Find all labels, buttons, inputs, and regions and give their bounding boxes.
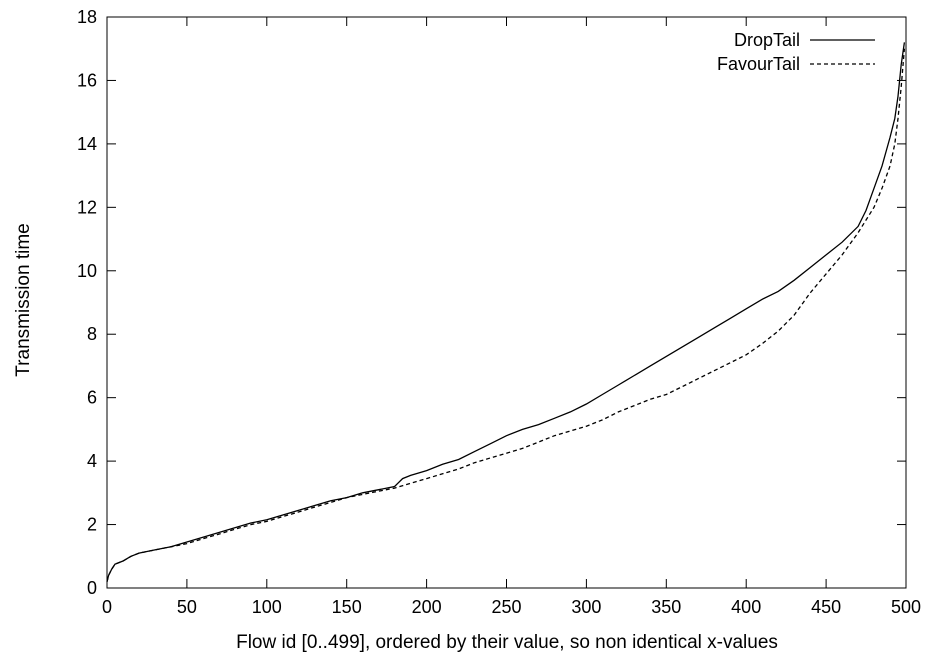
y-axis: 0 2 4 6 8 10 12 14 16 18 [77, 7, 906, 598]
x-tick-label: 150 [332, 597, 362, 617]
x-tick-label: 250 [491, 597, 521, 617]
y-tick-label: 16 [77, 70, 97, 90]
x-tick-label: 450 [811, 597, 841, 617]
x-tick-label: 350 [651, 597, 681, 617]
y-tick-label: 0 [87, 578, 97, 598]
x-tick-label: 200 [412, 597, 442, 617]
x-tick-label: 0 [102, 597, 112, 617]
y-tick-label: 10 [77, 261, 97, 281]
x-tick-label: 400 [731, 597, 761, 617]
plot-frame [106, 16, 907, 589]
y-tick-label: 14 [77, 134, 97, 154]
legend: DropTail FavourTail [717, 30, 875, 74]
x-axis-label: Flow id [0..499], ordered by their value… [236, 632, 778, 653]
plot-border [106, 16, 907, 589]
x-tick-label: 50 [177, 597, 197, 617]
y-tick-label: 8 [87, 324, 97, 344]
series-line-favourtail [106, 48, 906, 582]
legend-label-droptail: DropTail [734, 30, 800, 50]
y-tick-label: 4 [87, 451, 97, 471]
y-tick-label: 6 [87, 388, 97, 408]
y-tick-label: 18 [77, 7, 97, 27]
series-lines [106, 42, 906, 582]
y-tick-label: 2 [87, 515, 97, 535]
x-tick-label: 500 [891, 597, 921, 617]
legend-label-favourtail: FavourTail [717, 54, 800, 74]
x-tick-label: 100 [252, 597, 282, 617]
x-tick-label: 300 [571, 597, 601, 617]
series-line-droptail [106, 42, 906, 582]
y-axis-label: Transmission time [13, 223, 34, 376]
y-tick-label: 12 [77, 197, 97, 217]
x-axis: 0 50 100 150 200 250 300 350 400 450 500 [102, 17, 921, 617]
